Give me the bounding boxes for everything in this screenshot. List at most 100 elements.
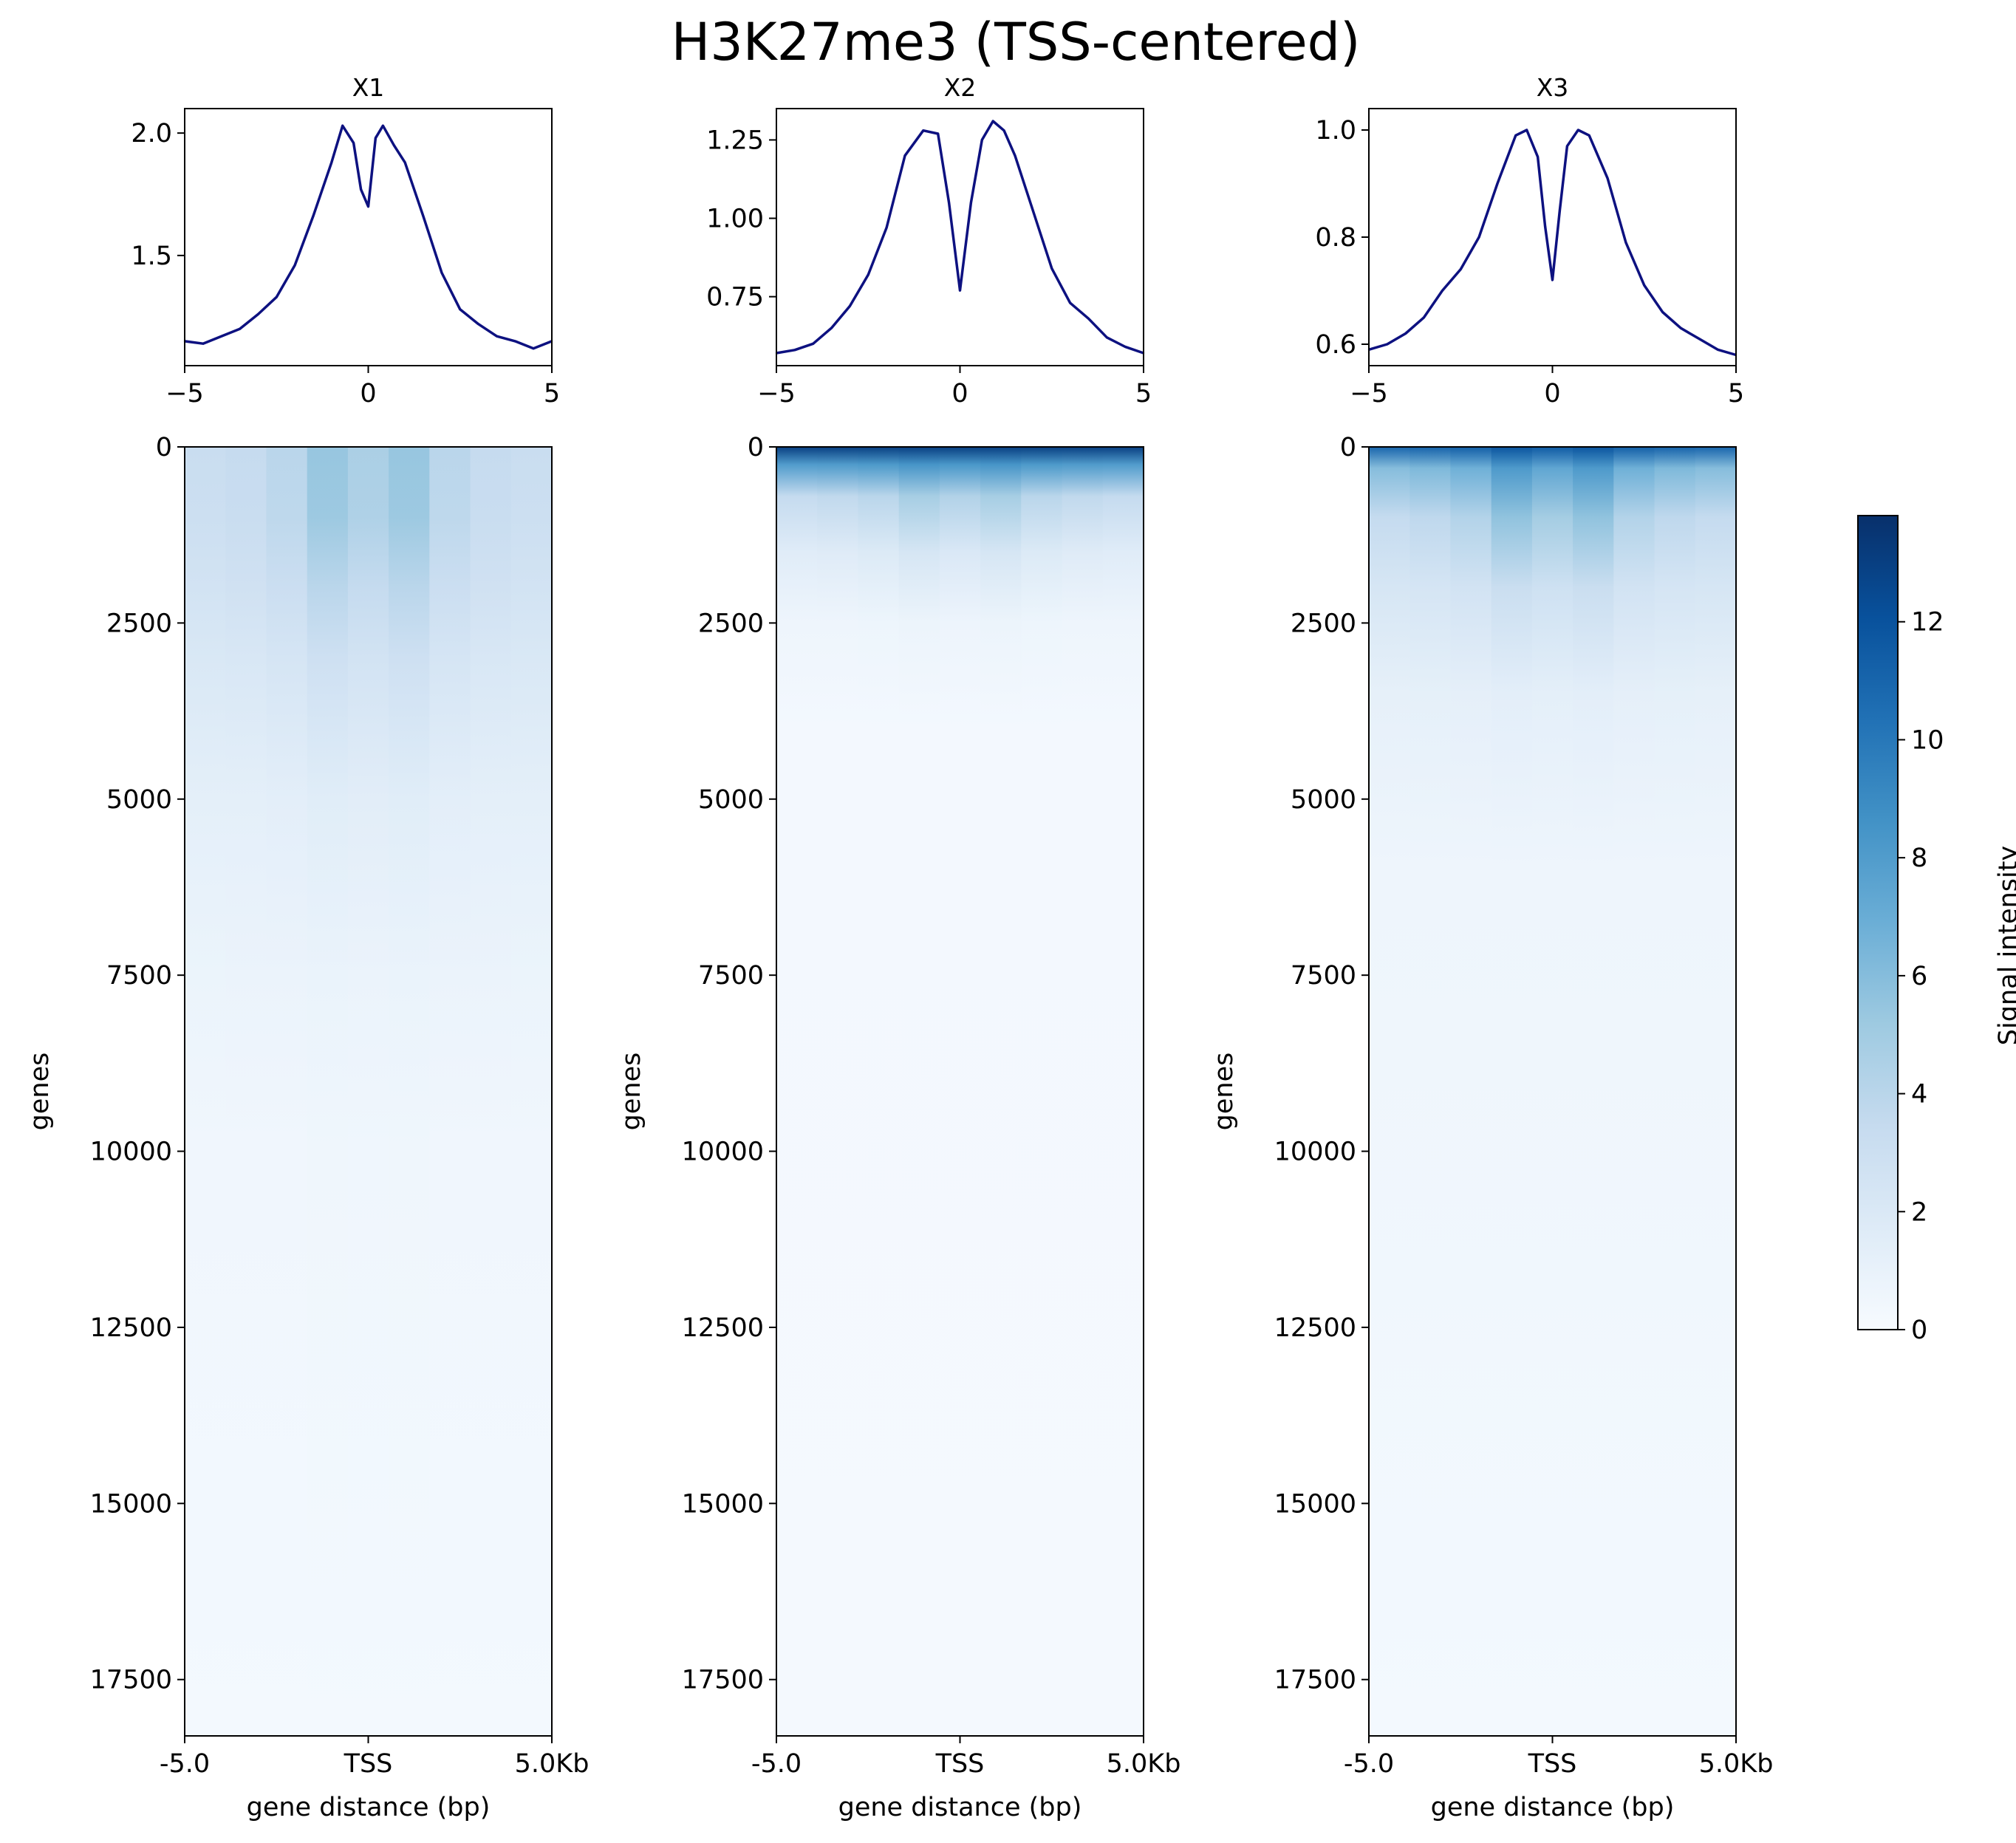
y-tick-label: 5000	[698, 785, 764, 815]
y-tick-label: 10000	[1274, 1138, 1356, 1167]
y-tick-label: 12500	[682, 1313, 764, 1343]
x-tick-label: 0	[360, 379, 376, 408]
y-tick-label: 7500	[698, 961, 764, 991]
profile-point	[312, 215, 315, 217]
colorbar-tick-label: 12	[1911, 608, 1944, 637]
profile-point	[937, 132, 939, 135]
profile-line	[1368, 129, 1737, 357]
profile-point	[1698, 338, 1701, 340]
profile-point	[1577, 129, 1579, 131]
x-tick-label: 5	[1135, 379, 1152, 408]
profile-line	[184, 124, 553, 350]
heatmap-column	[1573, 447, 1614, 1736]
profile-point	[1496, 182, 1499, 185]
x-tick-label: −5	[165, 379, 204, 408]
profile-point	[382, 125, 384, 127]
heatmap-column	[898, 447, 940, 1736]
profile-point	[948, 202, 950, 204]
x-tick-label: TSS	[1528, 1749, 1577, 1779]
profile-point	[532, 347, 535, 349]
profile-frame	[184, 108, 553, 366]
x-tick-label: −5	[757, 379, 796, 408]
heatmap-panel-x2: -5.0 TSS 5.0Kb gene distance (bp) 0 2500 5000 7…	[617, 433, 1180, 1822]
y-tick-label: 10000	[90, 1138, 172, 1167]
y-tick-label: 17500	[90, 1666, 172, 1695]
figure-title: H3K27me3 (TSS-centered)	[672, 12, 1361, 72]
colorbar-gradient	[1857, 515, 1899, 1330]
profile-point	[1717, 349, 1719, 351]
heatmap-column	[1450, 447, 1492, 1736]
heatmap-column	[1021, 447, 1063, 1736]
x-tick-label: -5.0	[1344, 1749, 1394, 1779]
colorbar-tick-label: 6	[1911, 962, 1927, 991]
profile-point	[1423, 316, 1425, 318]
colorbar-tick-label: 4	[1911, 1080, 1927, 1109]
heatmap-column	[1654, 447, 1696, 1736]
x-tick-label: 0	[1544, 379, 1560, 408]
profile-point	[1014, 154, 1016, 157]
heatmap-column	[1102, 447, 1144, 1736]
x-tick-label: 5.0Kb	[1107, 1749, 1181, 1779]
heatmap-column	[429, 447, 471, 1736]
profile-point	[1537, 156, 1539, 158]
y-tick-label: 5000	[1291, 785, 1356, 815]
profile-point	[1460, 268, 1462, 270]
y-axis-label: genes	[25, 1053, 55, 1131]
profile-point	[903, 154, 906, 157]
y-tick-label: 1.0	[1315, 116, 1356, 146]
y-tick-label: 15000	[90, 1489, 172, 1519]
y-tick-label: 1.25	[706, 126, 764, 155]
y-tick-label: 2.0	[131, 119, 172, 148]
y-tick-label: 0.8	[1315, 223, 1356, 253]
profile-point	[992, 120, 994, 123]
heatmap-column	[1531, 447, 1573, 1736]
y-axis-label: genes	[1209, 1053, 1239, 1131]
heatmap-panel-x3: -5.0 TSS 5.0Kb gene distance (bp) 0 2500 5000 7…	[1209, 433, 1773, 1822]
heatmap-column	[1369, 447, 1410, 1736]
x-tick-label: 5	[1728, 379, 1744, 408]
profile-point	[404, 161, 406, 164]
profile-point	[352, 142, 355, 144]
profile-point	[1087, 318, 1090, 320]
y-tick-label: 0	[1340, 433, 1356, 462]
profile-point	[1002, 129, 1005, 131]
heatmap-column	[1695, 447, 1737, 1736]
profile-point	[1680, 327, 1682, 329]
profile-panels: X1 −5 0 5 1.5 2.0 X2 −5 0 5 0.75 1.00 1.25 X3 −5 0 5 0.6 0…	[131, 73, 1744, 408]
x-axis-label: gene distance (bp)	[1431, 1793, 1675, 1822]
profile-point	[885, 227, 888, 229]
profile-point	[849, 305, 851, 307]
colorbar-tick-label: 0	[1911, 1316, 1927, 1345]
profile-point	[981, 139, 983, 141]
heatmap-column	[347, 447, 389, 1736]
profile-point	[202, 343, 205, 345]
profile-point	[239, 328, 241, 330]
y-tick-label: 5000	[106, 785, 172, 815]
profile-point	[293, 264, 296, 267]
profile-point	[1661, 311, 1664, 313]
profile-point	[341, 125, 344, 127]
profile-point	[440, 271, 443, 274]
y-tick-label: 1.00	[706, 205, 764, 234]
heatmap-column	[817, 447, 858, 1736]
profile-point	[1643, 284, 1645, 287]
heatmap-column	[980, 447, 1022, 1736]
y-tick-label: 2500	[1291, 609, 1356, 638]
profile-line	[776, 120, 1144, 355]
profile-point	[959, 289, 961, 292]
profile-panel-x1: X1 −5 0 5 1.5 2.0	[131, 73, 560, 408]
y-tick-label: 0.75	[706, 283, 764, 312]
profile-point	[1566, 145, 1568, 147]
profile-point	[1477, 236, 1480, 239]
profile-title: X2	[944, 73, 977, 102]
profile-point	[1050, 267, 1053, 270]
heatmap-column	[1410, 447, 1451, 1736]
heatmap-column	[776, 447, 818, 1736]
y-tick-label: 1.5	[131, 242, 172, 271]
profile-point	[1441, 290, 1443, 292]
profile-point	[496, 335, 498, 338]
x-tick-label: 5.0Kb	[1699, 1749, 1774, 1779]
y-tick-label: 12500	[90, 1313, 172, 1343]
heatmap-column	[470, 447, 512, 1736]
